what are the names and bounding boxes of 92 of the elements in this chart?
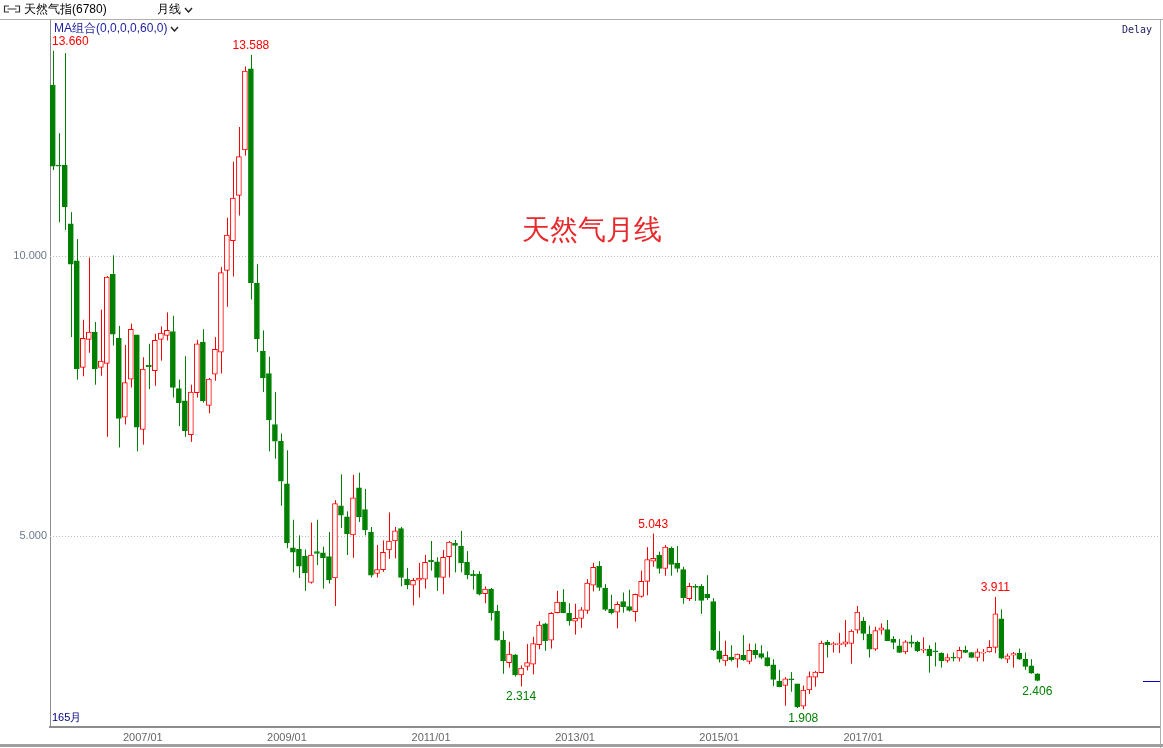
candlestick	[722, 640, 729, 667]
candlestick	[602, 583, 608, 612]
x-tick-label: 2015/01	[699, 730, 740, 743]
candlestick	[164, 311, 170, 341]
candlestick	[212, 336, 218, 382]
text: 天然气月线	[521, 214, 662, 246]
candlestick	[338, 473, 344, 529]
candlestick	[560, 588, 566, 614]
candlestick	[158, 325, 164, 362]
candlestick	[392, 526, 398, 559]
candlestick	[464, 550, 470, 580]
candlestick	[404, 567, 410, 590]
annotation: 5.043	[638, 516, 669, 531]
x-tick-label: 2011/01	[411, 730, 451, 743]
x-tick-label: 2007/01	[122, 730, 163, 743]
candlestick	[638, 570, 644, 599]
candlestick	[524, 643, 530, 671]
candlestick	[578, 606, 584, 629]
candlestick	[740, 634, 747, 662]
annotation: 1.908	[788, 711, 819, 726]
annotation: 13.660	[52, 34, 90, 49]
candlestick	[344, 510, 350, 556]
annotation: MA组合(0,0,0,0,60,0)	[54, 21, 168, 36]
candlestick	[434, 556, 440, 592]
annotation: 2.406	[1022, 683, 1053, 698]
candlestick	[656, 551, 662, 574]
candlestick	[620, 592, 626, 614]
candlestick	[416, 562, 422, 599]
candlestick	[662, 544, 668, 577]
candlestick	[302, 548, 308, 592]
candlestick	[746, 643, 753, 665]
chart-subtitle: 天然气指(6780)	[24, 2, 107, 17]
candlestick	[452, 539, 458, 573]
candlestick	[800, 685, 807, 710]
candlestick	[782, 676, 789, 707]
candlestick	[614, 601, 620, 629]
candlestick	[698, 583, 704, 615]
candlestick	[794, 683, 801, 709]
annotation: Delay	[1121, 23, 1152, 37]
candlestick	[476, 570, 482, 596]
candlestick	[716, 630, 723, 664]
candlestick	[374, 544, 380, 578]
candlestick	[380, 539, 386, 573]
candlestick	[644, 546, 650, 596]
candlestick	[290, 519, 296, 573]
candlestick	[314, 519, 320, 566]
candlestick	[650, 533, 656, 568]
y-tick-label: 10.000	[13, 248, 47, 261]
candlestick	[872, 626, 879, 652]
candlestick	[422, 554, 428, 590]
candlestick	[674, 545, 680, 573]
candlestick	[668, 546, 674, 577]
x-tick-label: 2009/01	[267, 730, 307, 743]
annotation: 165月	[52, 710, 82, 725]
text: 月线	[157, 2, 181, 17]
candlestick	[500, 630, 506, 675]
candlestick	[704, 574, 710, 601]
candlestick	[410, 577, 416, 606]
candlestick	[566, 602, 572, 627]
candlestick	[608, 594, 614, 615]
candlestick	[866, 625, 873, 659]
candlestick	[296, 534, 302, 579]
candlestick	[596, 560, 602, 592]
candlestick	[536, 620, 542, 650]
candlestick	[362, 488, 368, 536]
candlestick	[806, 671, 813, 695]
annotation: 2.314	[506, 688, 537, 703]
candlestick	[788, 671, 795, 693]
candlestick	[176, 379, 182, 427]
candlestick	[272, 391, 278, 460]
y-tick-label: 5.000	[19, 529, 47, 541]
candlestick	[386, 511, 392, 560]
candlestick	[590, 562, 596, 592]
candlestick	[440, 549, 446, 595]
candlestick	[446, 540, 452, 578]
candlestick	[854, 605, 861, 634]
candlestick	[530, 636, 536, 675]
candlestick	[320, 546, 326, 590]
annotation: 13.588	[232, 38, 270, 53]
x-tick-label: 2013/01	[555, 730, 595, 743]
candlestick	[926, 644, 933, 674]
candlestick	[542, 622, 548, 652]
candlestick	[326, 531, 332, 585]
x-tick-label: 2017/01	[843, 730, 884, 743]
candlestick	[506, 641, 512, 669]
candlestick	[860, 616, 867, 641]
candlestick	[488, 587, 494, 622]
candlestick	[518, 664, 524, 687]
candlestick	[626, 589, 632, 613]
candlestick	[458, 530, 464, 573]
candlestick	[632, 593, 638, 623]
annotation: 3.911	[980, 580, 1011, 595]
